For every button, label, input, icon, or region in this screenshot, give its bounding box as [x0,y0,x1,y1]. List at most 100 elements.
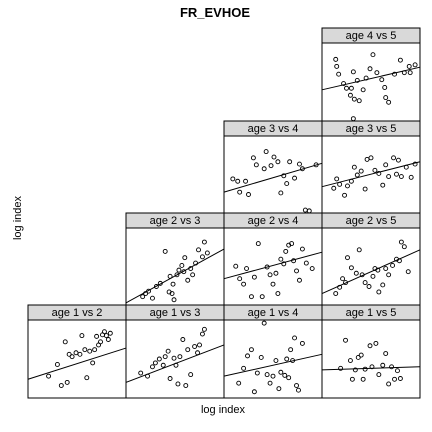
data-point [152,360,158,366]
data-point [386,99,392,105]
data-point [271,154,277,160]
panel-strip-label: age 3 vs 5 [346,123,397,135]
data-point [174,272,180,278]
data-point [347,358,353,364]
data-point [356,98,362,104]
data-point [182,255,188,261]
y-axis-label: log index [12,195,24,240]
panel-grid: age 4 vs 5 age 3 vs 4 age 3 vs 5 age 2 vs 3… [27,27,421,399]
data-point [278,369,284,375]
data-point [362,186,368,192]
regression-line [223,353,323,377]
data-point [343,280,348,286]
data-point [367,343,373,349]
data-point [237,189,243,195]
data-point [199,254,205,260]
data-point [241,365,247,371]
data-point [376,372,382,378]
data-point [188,266,194,272]
data-point [181,269,187,275]
data-point [302,207,308,213]
panel: age 1 vs 2 [27,304,127,399]
data-point [153,284,159,289]
data-point [255,241,261,247]
data-point [373,340,379,346]
data-point [107,330,113,336]
data-point [156,356,162,362]
data-point [353,270,359,276]
data-point [290,358,296,364]
data-point [69,354,75,360]
x-axis-label: log index [201,404,246,416]
data-point [204,250,210,256]
data-point [192,344,198,349]
data-point [367,66,373,72]
data-point [297,161,302,167]
data-point [143,291,149,296]
data-point [334,63,340,69]
chart-title: FR_EVHOE [180,5,250,20]
data-point [351,96,357,102]
data-point [394,171,399,177]
data-point [87,348,93,354]
panel: age 3 vs 4 [223,120,323,215]
panel: age 2 vs 5 [321,212,421,307]
data-point [243,178,249,184]
data-point [343,337,348,343]
data-point [288,347,294,353]
panel-strip-label: age 3 vs 4 [248,123,299,135]
data-point [386,272,392,278]
panel-strip-label: age 2 vs 5 [346,215,397,227]
data-point [150,295,155,301]
data-point [360,87,366,93]
panel-frame [223,135,323,215]
data-point [140,294,146,300]
data-point [380,282,386,288]
data-point [407,70,413,76]
data-point [397,57,403,63]
panel-strip-label: age 2 vs 4 [248,215,299,227]
data-point [333,291,339,296]
data-point [250,155,256,161]
data-point [193,260,199,266]
data-point [46,373,52,379]
data-point [401,70,407,76]
data-point [177,354,183,360]
data-point [354,77,360,83]
data-point [281,173,287,179]
data-point [370,52,376,58]
data-point [58,383,64,388]
data-point [345,255,350,261]
data-point [299,246,305,252]
data-point [333,56,339,62]
data-point [197,342,202,348]
data-point [176,267,182,273]
data-point [352,367,358,373]
data-point [195,350,200,356]
data-point [405,269,411,275]
data-point [345,183,350,189]
data-point [382,85,388,90]
data-point [261,166,267,172]
data-point [62,339,68,345]
data-point [167,273,173,279]
data-point [342,192,347,198]
data-point [363,75,369,81]
regression-line [223,251,323,280]
data-point [84,375,90,381]
data-point [162,354,168,360]
data-point [157,280,163,286]
data-point [162,248,168,254]
data-point [167,376,173,381]
data-point [246,192,251,197]
data-point [179,262,185,268]
data-point [241,281,247,287]
data-point [383,266,389,272]
data-point [173,362,179,368]
data-point [289,241,295,247]
data-point [358,352,364,358]
data-point [362,280,368,286]
data-point [396,258,402,264]
data-point [282,372,288,378]
data-point [73,350,79,356]
